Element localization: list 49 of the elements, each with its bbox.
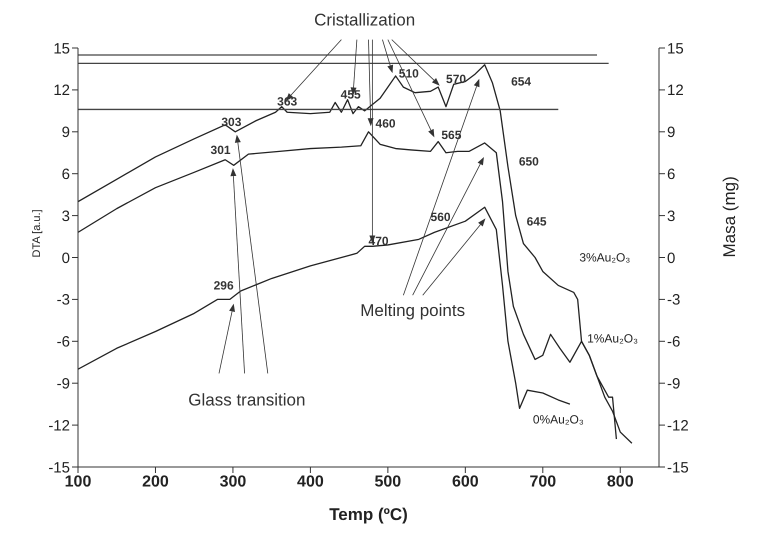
y2-tick-label: -12	[667, 417, 689, 434]
y2-tick-label: 0	[667, 250, 676, 267]
y2-tick-label: 12	[667, 82, 684, 100]
annotation: 301	[210, 143, 231, 158]
annotation: Glass transition	[188, 390, 306, 410]
x-tick-label: 300	[220, 473, 246, 490]
x-tick-label: 400	[297, 473, 324, 490]
y-tick-label: 0	[62, 250, 70, 267]
annotation: 460	[376, 116, 396, 131]
x-axis-title: Temp (ºC)	[329, 505, 408, 524]
y-tick-label: 12	[53, 82, 70, 100]
annotation: 363	[277, 94, 298, 108]
y-tick-label: 9	[62, 124, 70, 142]
x-tick-label: 200	[142, 473, 169, 490]
y-tick-label: -3	[56, 292, 70, 309]
x-tick-label: 700	[529, 473, 556, 490]
y2-tick-label: -6	[667, 334, 680, 351]
annotation: 645	[526, 214, 547, 228]
x-tick-label: 800	[606, 473, 634, 490]
line-series	[78, 206, 571, 409]
y-tick-label: 3	[62, 208, 70, 225]
y2-tick-label: 15	[667, 40, 684, 58]
y2-axis-title: Masa (mg)	[720, 176, 740, 258]
annotation: 650	[518, 154, 540, 168]
y-tick-label: -9	[56, 376, 70, 393]
x-tick-label: 500	[374, 473, 402, 490]
y2-tick-label: -15	[667, 459, 689, 476]
y-tick-label: -6	[56, 334, 70, 351]
y-tick-label: 15	[53, 40, 70, 58]
x-tick-label: 600	[452, 473, 479, 490]
annotation: 654	[511, 74, 532, 89]
annotation: 296	[214, 278, 234, 293]
text: Cristallization	[314, 10, 416, 30]
y2-tick-label: 9	[667, 124, 676, 142]
y2-tick-label: 3	[667, 208, 676, 225]
y-tick-label: 6	[62, 166, 70, 184]
annotation: 455	[340, 87, 362, 102]
annotation: Melting points	[360, 301, 466, 320]
y-axis-title: DTA [a.u.]	[30, 209, 43, 258]
y-tick-label: -12	[48, 417, 70, 434]
y2-tick-label: -3	[667, 292, 680, 309]
series-label: 0%Au₂O₃	[532, 412, 584, 427]
annotation: 570	[446, 72, 466, 86]
series-label: 1%Au₂O₃	[587, 332, 638, 346]
annotation: 303	[221, 115, 242, 130]
y2-tick-label: 6	[667, 166, 676, 184]
y2-tick-label: -9	[667, 376, 680, 393]
annotation: 560	[430, 210, 451, 224]
text: 3%Au₂O₃	[579, 250, 630, 265]
